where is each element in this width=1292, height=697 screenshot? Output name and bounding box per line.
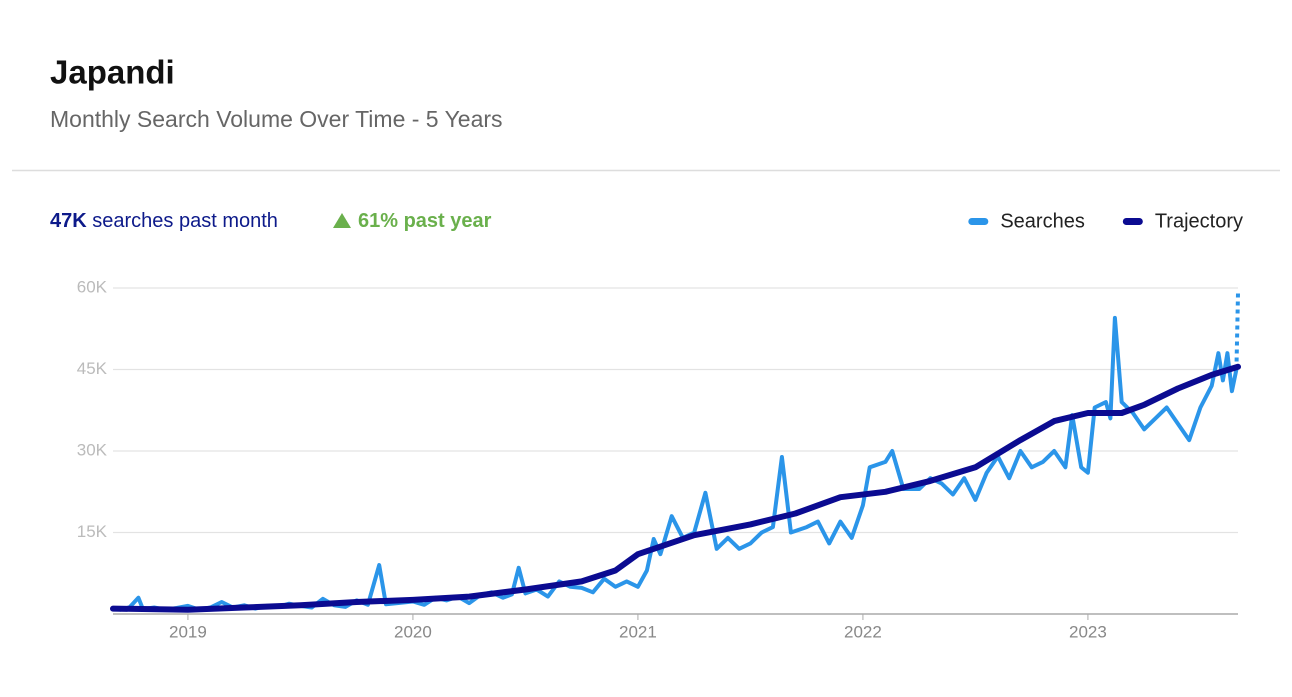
stats-value: 47K [50, 210, 87, 232]
x-tick-label: 2021 [619, 622, 657, 641]
stats: 47K searches past month [50, 210, 278, 232]
growth-icon [333, 213, 351, 228]
chart-subtitle: Monthly Search Volume Over Time - 5 Year… [50, 106, 503, 132]
series-line [111, 315, 1239, 612]
growth-value: 61% [358, 210, 398, 232]
legend-label: Searches [1000, 210, 1085, 232]
growth: 61% past year [358, 210, 492, 232]
legend-swatch [968, 218, 989, 225]
projection-line [1234, 293, 1240, 370]
y-tick-label: 15K [77, 522, 108, 541]
legend-label: Trajectory [1155, 210, 1243, 232]
stats-label: searches past month [92, 210, 278, 232]
growth-label: past year [404, 210, 492, 232]
x-tick-label: 2023 [1069, 622, 1107, 641]
y-tick-label: 30K [77, 440, 108, 459]
chart-title: Japandi [50, 54, 175, 91]
x-tick-label: 2019 [169, 622, 207, 641]
series-line [110, 363, 1241, 613]
x-tick-label: 2022 [844, 622, 882, 641]
x-tick-label: 2020 [394, 622, 432, 641]
y-tick-label: 60K [77, 277, 108, 296]
y-tick-label: 45K [77, 359, 108, 378]
legend-swatch [1122, 218, 1143, 225]
